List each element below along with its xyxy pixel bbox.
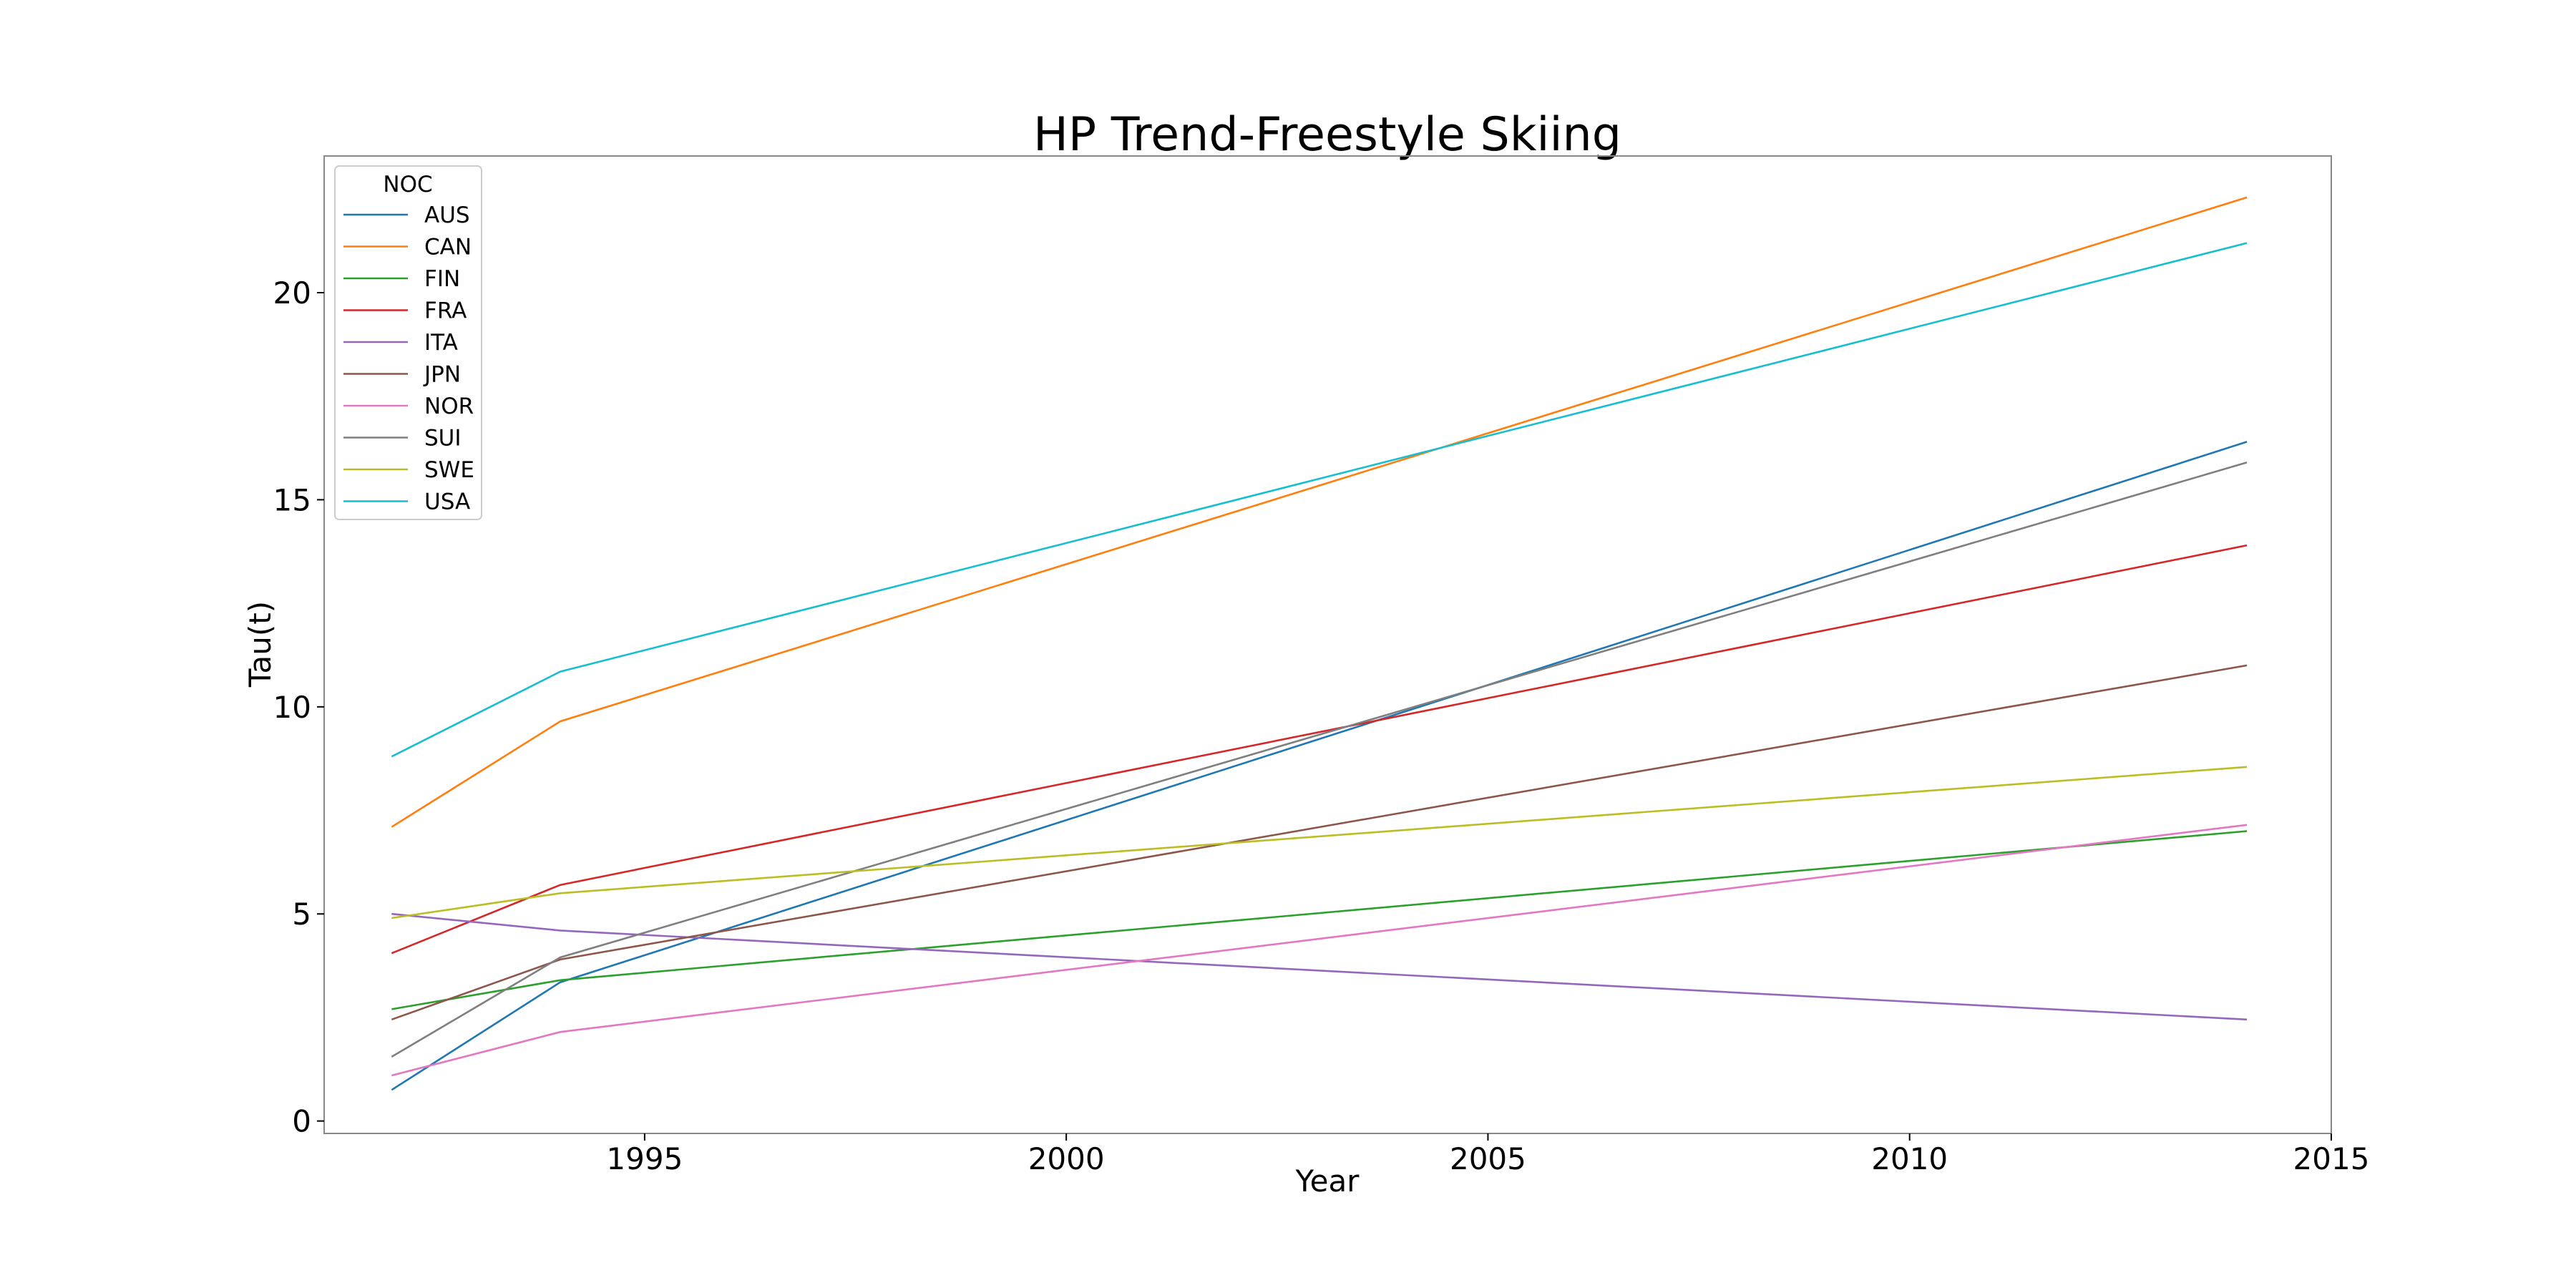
y-tick-label: 5 [292,897,311,932]
legend-label-jpn: JPN [423,362,461,388]
y-tick-label: 0 [292,1104,311,1139]
x-axis: 1995 2000 2005 2010 2015 [606,1133,2369,1176]
series-line-can [391,196,2248,828]
y-tick-label: 20 [273,275,311,311]
legend-label-swe: SWE [424,457,474,483]
series-line-swe [391,766,2248,919]
series-line-aus [391,441,2248,1091]
legend-title: NOC [383,172,432,197]
y-axis-title: Tau(t) [243,601,278,688]
series-line-fra [391,544,2248,955]
series-line-usa [391,242,2248,758]
legend-label-fin: FIN [424,266,460,292]
y-tick-label: 10 [273,690,311,725]
legend: NOC AUS CAN FIN FRA ITA JPN NOR SUI SWE USA [334,165,482,520]
y-tick-label: 15 [273,482,311,517]
x-tick-label: 1995 [606,1141,683,1176]
legend-label-fra: FRA [424,298,467,324]
legend-label-can: CAN [424,235,472,260]
x-tick-label: 2000 [1028,1141,1105,1176]
legend-label-usa: USA [424,489,470,515]
plot-area [323,155,2332,1134]
series-line-nor [391,824,2248,1077]
y-axis: 0 5 10 15 20 [273,275,324,1139]
legend-label-aus: AUS [424,203,470,228]
legend-label-nor: NOR [424,394,474,419]
x-tick-label: 2010 [1871,1141,1948,1176]
chart-title: HP Trend-Freestyle Skiing [1033,108,1621,162]
x-axis-title: Year [1295,1163,1360,1199]
legend-label-ita: ITA [424,330,458,356]
series-line-ita [391,912,2248,1021]
legend-box [334,165,482,520]
x-tick-label: 2015 [2293,1141,2370,1176]
series-line-sui [391,462,2248,1058]
series-line-jpn [391,664,2248,1021]
legend-label-sui: SUI [424,426,462,452]
series-lines [391,196,2248,1091]
x-tick-label: 2005 [1450,1141,1526,1176]
